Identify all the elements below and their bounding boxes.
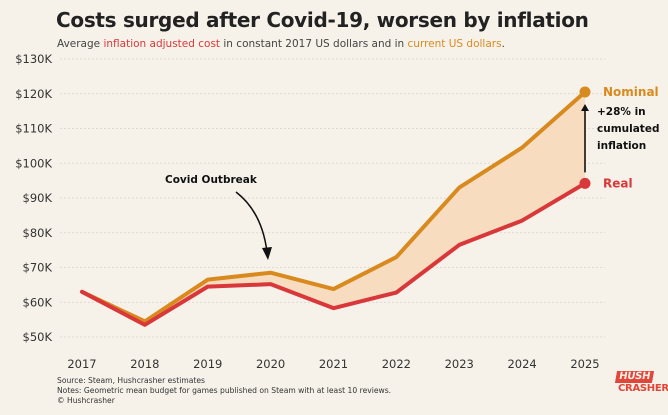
chart-footer: Source: Steam, Hushcrasher estimates Not… xyxy=(57,376,391,406)
line-chart: $50K $60K $70K $80K $90K $100K $110K $120K $130K… xyxy=(15,52,659,371)
subtitle-prefix: Average xyxy=(57,38,104,50)
x-tick-label: 2025 xyxy=(570,357,599,371)
covid-annotation-arrow xyxy=(235,191,268,253)
subtitle-suffix: . xyxy=(501,38,505,50)
subtitle-nominal-phrase: current US dollars xyxy=(407,38,502,50)
series-label-nominal: Nominal xyxy=(603,85,659,99)
subtitle-middle: in constant 2017 US dollars and in xyxy=(220,38,408,50)
chart-subtitle: Average inflation adjusted cost in const… xyxy=(57,38,505,50)
x-tick-label: 2021 xyxy=(319,357,348,371)
covid-annotation-arrowhead xyxy=(262,247,272,260)
series-line-nominal xyxy=(80,90,587,324)
chart-title: Costs surged after Covid-19, worsen by i… xyxy=(56,8,589,32)
logo-line-2: CRASHER xyxy=(618,383,668,394)
inflation-gap-area xyxy=(82,92,585,325)
y-tick-label: $70K xyxy=(23,261,53,275)
gap-annotation-line-1: +28% in xyxy=(597,106,646,118)
footer-notes: Notes: Geometric mean budget for games p… xyxy=(57,386,392,395)
x-tick-label: 2024 xyxy=(507,357,536,371)
x-tick-label: 2019 xyxy=(193,357,222,371)
footer-copyright: © Hushcrasher xyxy=(57,396,115,405)
subtitle-real-phrase: inflation adjusted cost xyxy=(103,38,221,50)
x-tick-label: 2020 xyxy=(256,357,285,371)
gap-annotation-line-3: inflation xyxy=(597,140,646,152)
x-tick-label: 2022 xyxy=(382,357,411,371)
footer-source: Source: Steam, Hushcrasher estimates xyxy=(57,376,205,385)
real-end-point xyxy=(579,177,591,189)
covid-annotation-label: Covid Outbreak xyxy=(165,174,258,186)
x-tick-label: 2017 xyxy=(67,357,96,371)
series-label-real: Real xyxy=(603,176,633,190)
y-tick-label: $50K xyxy=(23,330,53,344)
x-tick-label: 2023 xyxy=(445,357,474,371)
nominal-end-point xyxy=(579,86,591,98)
y-tick-label: $120K xyxy=(15,87,52,101)
logo-line-1: HUSH xyxy=(614,371,654,383)
y-tick-label: $80K xyxy=(23,226,53,240)
y-tick-label: $110K xyxy=(15,122,52,136)
y-tick-label: $90K xyxy=(23,191,53,205)
hushcrasher-logo: HUSH CRASHER xyxy=(614,371,668,403)
gap-annotation-line-2: cumulated xyxy=(597,123,659,135)
y-tick-label: $130K xyxy=(15,52,52,66)
x-tick-label: 2018 xyxy=(130,357,159,371)
gap-arrow-head xyxy=(581,104,589,112)
y-tick-label: $60K xyxy=(23,295,53,309)
series-line-real xyxy=(80,181,587,327)
y-tick-label: $100K xyxy=(15,156,52,170)
